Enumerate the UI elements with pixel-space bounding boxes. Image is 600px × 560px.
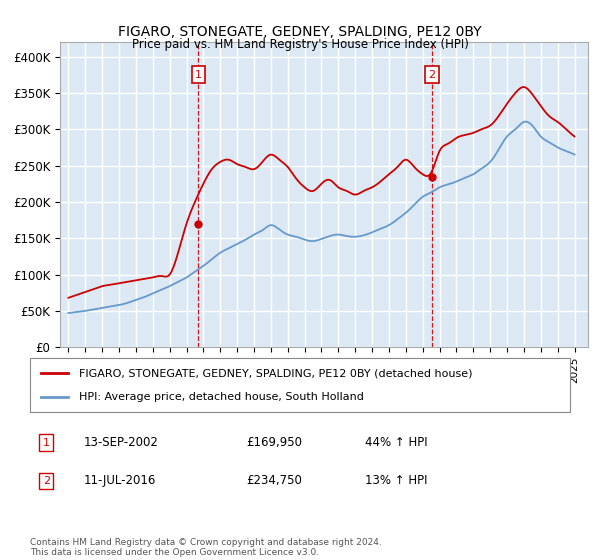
FancyBboxPatch shape: [30, 358, 570, 412]
Text: 44% ↑ HPI: 44% ↑ HPI: [365, 436, 427, 449]
Text: 13% ↑ HPI: 13% ↑ HPI: [365, 474, 427, 487]
Text: 2: 2: [43, 476, 50, 486]
Text: HPI: Average price, detached house, South Holland: HPI: Average price, detached house, Sout…: [79, 391, 364, 402]
Text: FIGARO, STONEGATE, GEDNEY, SPALDING, PE12 0BY (detached house): FIGARO, STONEGATE, GEDNEY, SPALDING, PE1…: [79, 368, 472, 379]
Text: 2: 2: [428, 69, 435, 80]
Text: 11-JUL-2016: 11-JUL-2016: [84, 474, 157, 487]
Text: 13-SEP-2002: 13-SEP-2002: [84, 436, 159, 449]
Text: £234,750: £234,750: [246, 474, 302, 487]
Text: Price paid vs. HM Land Registry's House Price Index (HPI): Price paid vs. HM Land Registry's House …: [131, 38, 469, 51]
Text: 1: 1: [195, 69, 202, 80]
Text: Contains HM Land Registry data © Crown copyright and database right 2024.
This d: Contains HM Land Registry data © Crown c…: [30, 538, 382, 557]
Text: FIGARO, STONEGATE, GEDNEY, SPALDING, PE12 0BY: FIGARO, STONEGATE, GEDNEY, SPALDING, PE1…: [118, 25, 482, 39]
Text: 1: 1: [43, 438, 50, 448]
Text: £169,950: £169,950: [246, 436, 302, 449]
